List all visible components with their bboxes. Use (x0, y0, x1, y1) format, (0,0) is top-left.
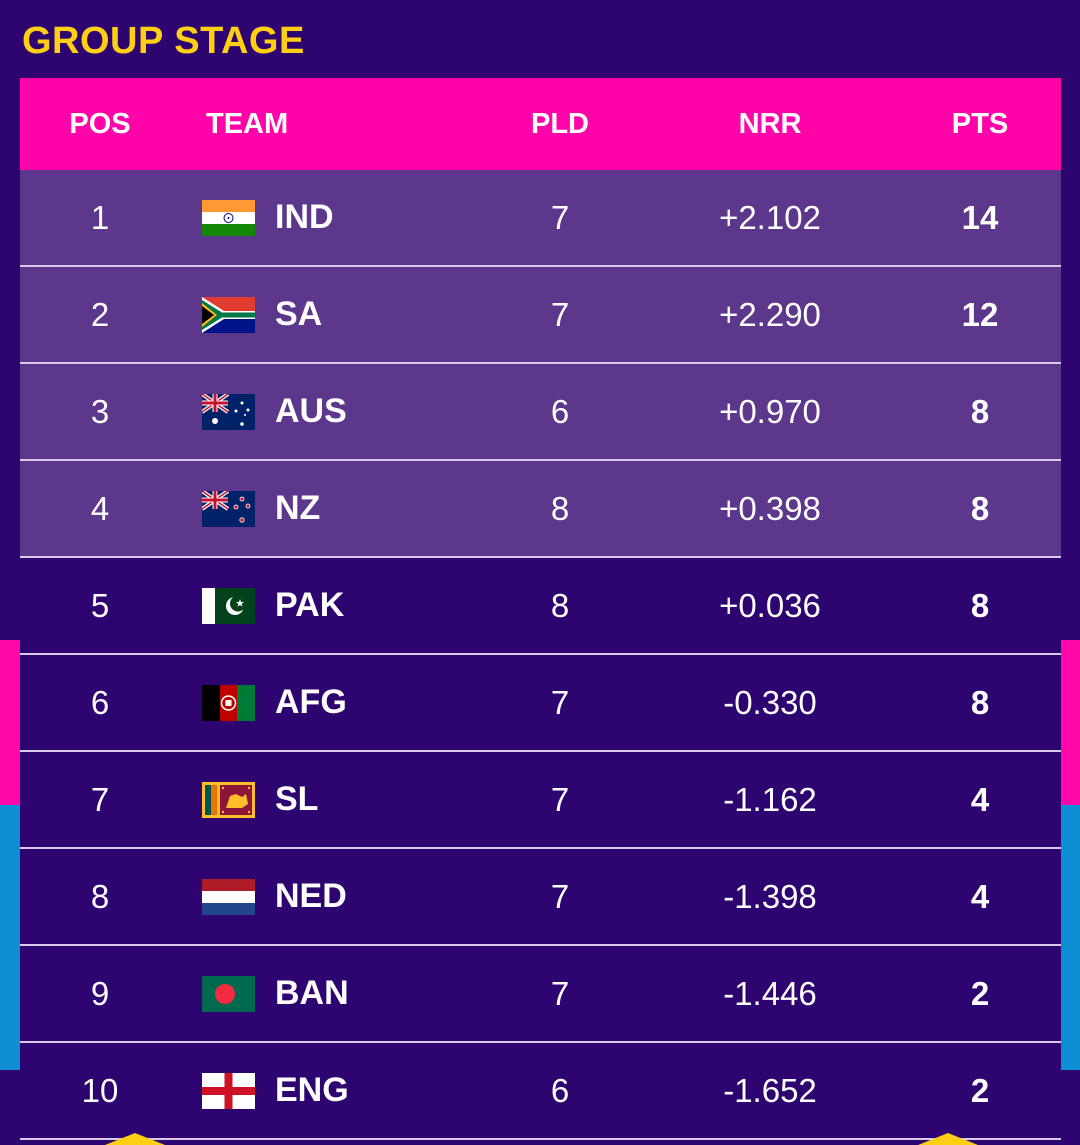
played-cell: 7 (550, 683, 570, 721)
points-cell: 8 (970, 392, 990, 430)
standings-table: POS TEAM PLD NRR PTS 1 IND 7 +2.102 14 2 (20, 78, 1061, 1140)
team-cell: AUS (202, 364, 502, 459)
team-cell: SA (202, 267, 502, 362)
points-cell: 2 (970, 1071, 990, 1109)
team-name: NED (275, 877, 347, 915)
table-row[interactable]: 2 SA 7 +2.290 12 (20, 267, 1061, 364)
points-cell: 4 (970, 877, 990, 915)
position-cell: 5 (90, 586, 110, 624)
table-row[interactable]: 4 NZ 8 +0.398 8 (20, 461, 1061, 558)
points-cell: 2 (970, 974, 990, 1012)
team-cell: NZ (202, 461, 502, 556)
table-row[interactable]: 9 BAN 7 -1.446 2 (20, 946, 1061, 1043)
left-blue-accent (0, 805, 20, 1070)
points-cell: 8 (970, 683, 990, 721)
column-header-nrr: NRR (738, 107, 802, 140)
table-row[interactable]: 3 AUS 6 +0.970 8 (20, 364, 1061, 461)
nrr-cell: -1.446 (723, 974, 817, 1012)
column-header-pld: PLD (531, 107, 589, 140)
points-cell: 8 (970, 586, 990, 624)
nrr-cell: +2.290 (719, 295, 821, 333)
team-cell: NED (202, 849, 502, 944)
new-zealand-flag-icon (202, 490, 255, 527)
table-row[interactable]: 5 PAK 8 +0.036 8 (20, 558, 1061, 655)
page-title: GROUP STAGE (22, 20, 305, 62)
column-header-team: TEAM (206, 107, 289, 140)
team-name: AFG (275, 683, 347, 721)
sri-lanka-flag-icon (202, 781, 255, 818)
team-name: NZ (275, 489, 321, 527)
left-pink-accent (0, 640, 20, 805)
position-cell: 9 (90, 974, 110, 1012)
afghanistan-flag-icon (202, 684, 255, 721)
played-cell: 7 (550, 295, 570, 333)
pakistan-flag-icon (202, 587, 255, 624)
team-name: ENG (275, 1071, 349, 1109)
bottom-yellow-accent-left (105, 1133, 165, 1145)
played-cell: 7 (550, 877, 570, 915)
nrr-cell: +0.398 (719, 489, 821, 527)
nrr-cell: +2.102 (719, 198, 821, 236)
position-cell: 6 (90, 683, 110, 721)
south-africa-flag-icon (202, 296, 255, 333)
right-blue-accent (1060, 805, 1080, 1070)
played-cell: 8 (550, 489, 570, 527)
team-name: SA (275, 295, 323, 333)
points-cell: 4 (970, 780, 990, 818)
bottom-yellow-accent-right (918, 1133, 978, 1145)
nrr-cell: -0.330 (723, 683, 817, 721)
england-flag-icon (202, 1072, 255, 1109)
points-cell: 14 (961, 198, 999, 236)
table-header: POS TEAM PLD NRR PTS (20, 78, 1061, 170)
team-name: IND (275, 198, 334, 236)
nrr-cell: +0.970 (719, 392, 821, 430)
nrr-cell: +0.036 (719, 586, 821, 624)
played-cell: 7 (550, 780, 570, 818)
team-cell: PAK (202, 558, 502, 653)
position-cell: 8 (90, 877, 110, 915)
team-cell: SL (202, 752, 502, 847)
played-cell: 8 (550, 586, 570, 624)
played-cell: 7 (550, 974, 570, 1012)
played-cell: 7 (550, 198, 570, 236)
position-cell: 7 (90, 780, 110, 818)
india-flag-icon (202, 199, 255, 236)
position-cell: 4 (90, 489, 110, 527)
team-name: PAK (275, 586, 345, 624)
points-cell: 12 (961, 295, 999, 333)
table-row[interactable]: 10 ENG 6 -1.652 2 (20, 1043, 1061, 1140)
team-cell: AFG (202, 655, 502, 750)
table-row[interactable]: 6 AFG 7 -0.330 8 (20, 655, 1061, 752)
position-cell: 2 (90, 295, 110, 333)
team-name: SL (275, 780, 319, 818)
table-row[interactable]: 8 NED 7 -1.398 4 (20, 849, 1061, 946)
australia-flag-icon (202, 393, 255, 430)
column-header-pts: PTS (951, 107, 1009, 140)
position-cell: 3 (90, 392, 110, 430)
right-pink-accent (1060, 640, 1080, 805)
table-row[interactable]: 7 SL 7 -1.162 4 (20, 752, 1061, 849)
column-header-pos: POS (69, 107, 131, 140)
team-name: BAN (275, 974, 349, 1012)
position-cell: 10 (81, 1071, 119, 1109)
bangladesh-flag-icon (202, 975, 255, 1012)
table-row[interactable]: 1 IND 7 +2.102 14 (20, 170, 1061, 267)
team-cell: BAN (202, 946, 502, 1041)
team-cell: IND (202, 170, 502, 265)
netherlands-flag-icon (202, 878, 255, 915)
team-name: AUS (275, 392, 347, 430)
nrr-cell: -1.398 (723, 877, 817, 915)
points-cell: 8 (970, 489, 990, 527)
team-cell: ENG (202, 1043, 502, 1138)
position-cell: 1 (90, 198, 110, 236)
nrr-cell: -1.652 (723, 1071, 817, 1109)
played-cell: 6 (550, 392, 570, 430)
nrr-cell: -1.162 (723, 780, 817, 818)
played-cell: 6 (550, 1071, 570, 1109)
